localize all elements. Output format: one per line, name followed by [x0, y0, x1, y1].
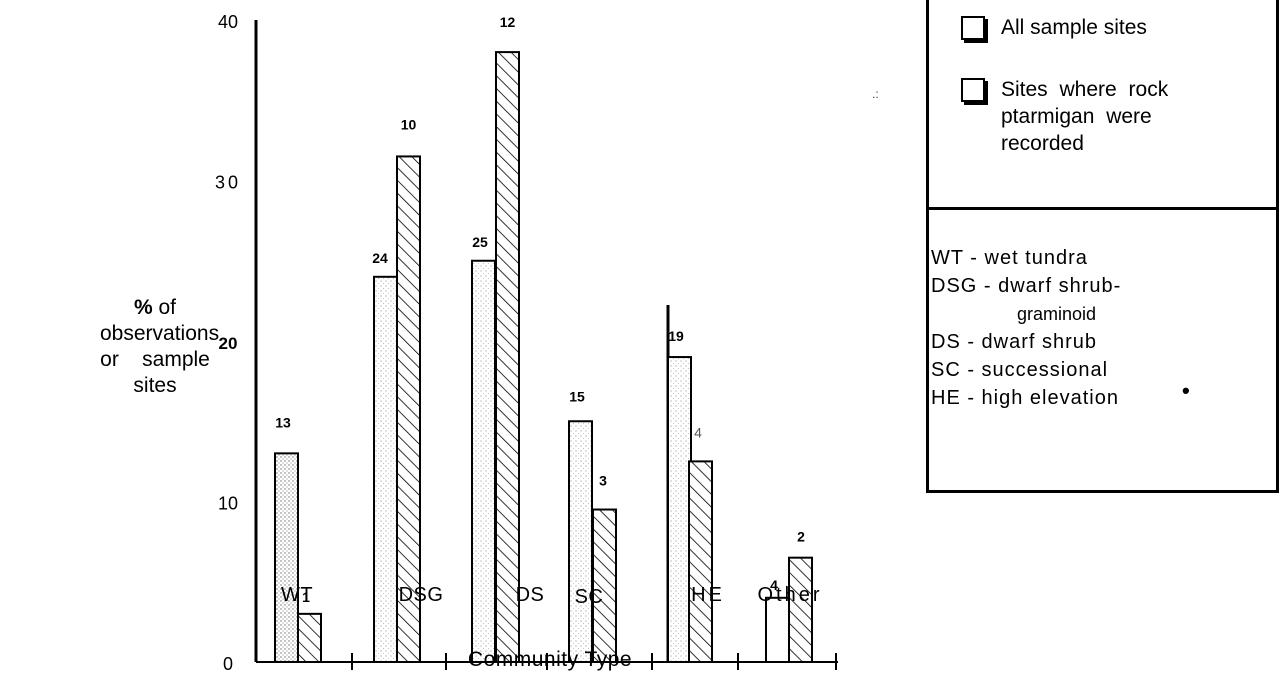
abbr-ds: DS - dwarf shrub — [931, 331, 1098, 353]
bar-data-label: 4 — [770, 577, 778, 593]
bar-he-ptarmigan — [688, 460, 713, 663]
bar-data-label: 13 — [275, 414, 291, 430]
y-axis-label-pct: % — [133, 296, 153, 319]
y-axis-label-line2: observations — [100, 322, 220, 345]
bar-dsg-ptarmigan — [396, 155, 421, 664]
bar-dsg-all-sites — [373, 275, 398, 663]
bar-other-all-sites — [765, 596, 790, 663]
axes — [254, 20, 838, 670]
x-tick-label-he: HE — [691, 584, 725, 606]
legend-label-ptarmigan: Sites where rock ptarmigan were recorded — [1001, 78, 1169, 155]
y-axis-label-of: of — [152, 296, 177, 319]
legend-label-all-sites: All sample sites — [1001, 16, 1147, 39]
x-tick-label-dsg: DSG — [399, 584, 444, 606]
legend-entry-ptarmigan: Sites where rock ptarmigan were recorded — [961, 76, 1221, 157]
stippled-swatch-icon — [961, 16, 985, 40]
y-axis-label-line4: sites — [133, 374, 177, 397]
bar-data-label: 24 — [372, 250, 388, 266]
bar-sc-all-sites — [568, 420, 593, 663]
bar-data-label: 2 — [797, 529, 805, 545]
y-tick-label: 20 — [219, 334, 238, 353]
x-tick-label-ds: DS — [516, 584, 545, 606]
y-axis-label: % of observations or sample sites — [100, 295, 220, 399]
stray-dot: • — [1182, 378, 1190, 403]
labels: 0 10 20 30 40 13 24 25 15 19 4 1 10 12 3 4 2 WT DSG DS SC HE O… — [215, 12, 822, 674]
y-tick-label: 0 — [223, 654, 233, 674]
bar-data-label: 1 — [302, 589, 310, 605]
bar-data-label: 3 — [599, 473, 607, 489]
legend-divider — [929, 207, 1276, 210]
bar-wt-all-sites — [274, 452, 299, 663]
y-tick-label: 40 — [218, 12, 238, 32]
abbr-sc: SC - successional — [931, 359, 1109, 381]
y-tick-label: 10 — [218, 494, 238, 514]
bars — [274, 51, 813, 664]
x-tick-label-other: Other — [757, 584, 822, 606]
bar-data-label: 15 — [569, 388, 585, 404]
bar-other-ptarmigan — [788, 556, 813, 663]
abbr-dsg-cont: graminoid — [1017, 304, 1097, 324]
abbr-he: HE - high elevation — [931, 387, 1119, 409]
bar-ds-ptarmigan — [495, 51, 520, 664]
abbr-dsg: DSG - dwarf shrub- — [931, 275, 1122, 297]
y-axis-label-line3: or sample — [100, 348, 210, 371]
bar-data-label: 19 — [668, 328, 684, 344]
x-tick-label-wt: WT — [281, 584, 313, 606]
x-axis-label: Community Type — [467, 648, 633, 671]
bar-he-all-sites — [667, 356, 692, 663]
legend: All sample sites Sites where rock ptarmi… — [926, 0, 1279, 493]
bar-data-label: 12 — [500, 14, 516, 30]
legend-entry-all-sites: All sample sites — [961, 14, 1221, 41]
x-tick-label-sc: SC — [575, 586, 604, 608]
bar-data-label: 10 — [401, 116, 417, 132]
bar-wt-ptarmigan — [297, 612, 322, 663]
abbreviation-list: WT - wet tundra DSG - dwarf shrub- grami… — [929, 244, 1121, 412]
bar-data-label: 4 — [694, 424, 702, 440]
abbr-wt: WT - wet tundra — [931, 247, 1088, 269]
hatched-swatch-icon — [961, 78, 985, 102]
bar-ds-all-sites — [471, 259, 496, 663]
bar-data-label: 25 — [472, 234, 488, 250]
y-tick-label: 30 — [215, 173, 241, 193]
speck-mark: .: — [872, 87, 879, 101]
bar-sc-ptarmigan — [592, 508, 617, 663]
